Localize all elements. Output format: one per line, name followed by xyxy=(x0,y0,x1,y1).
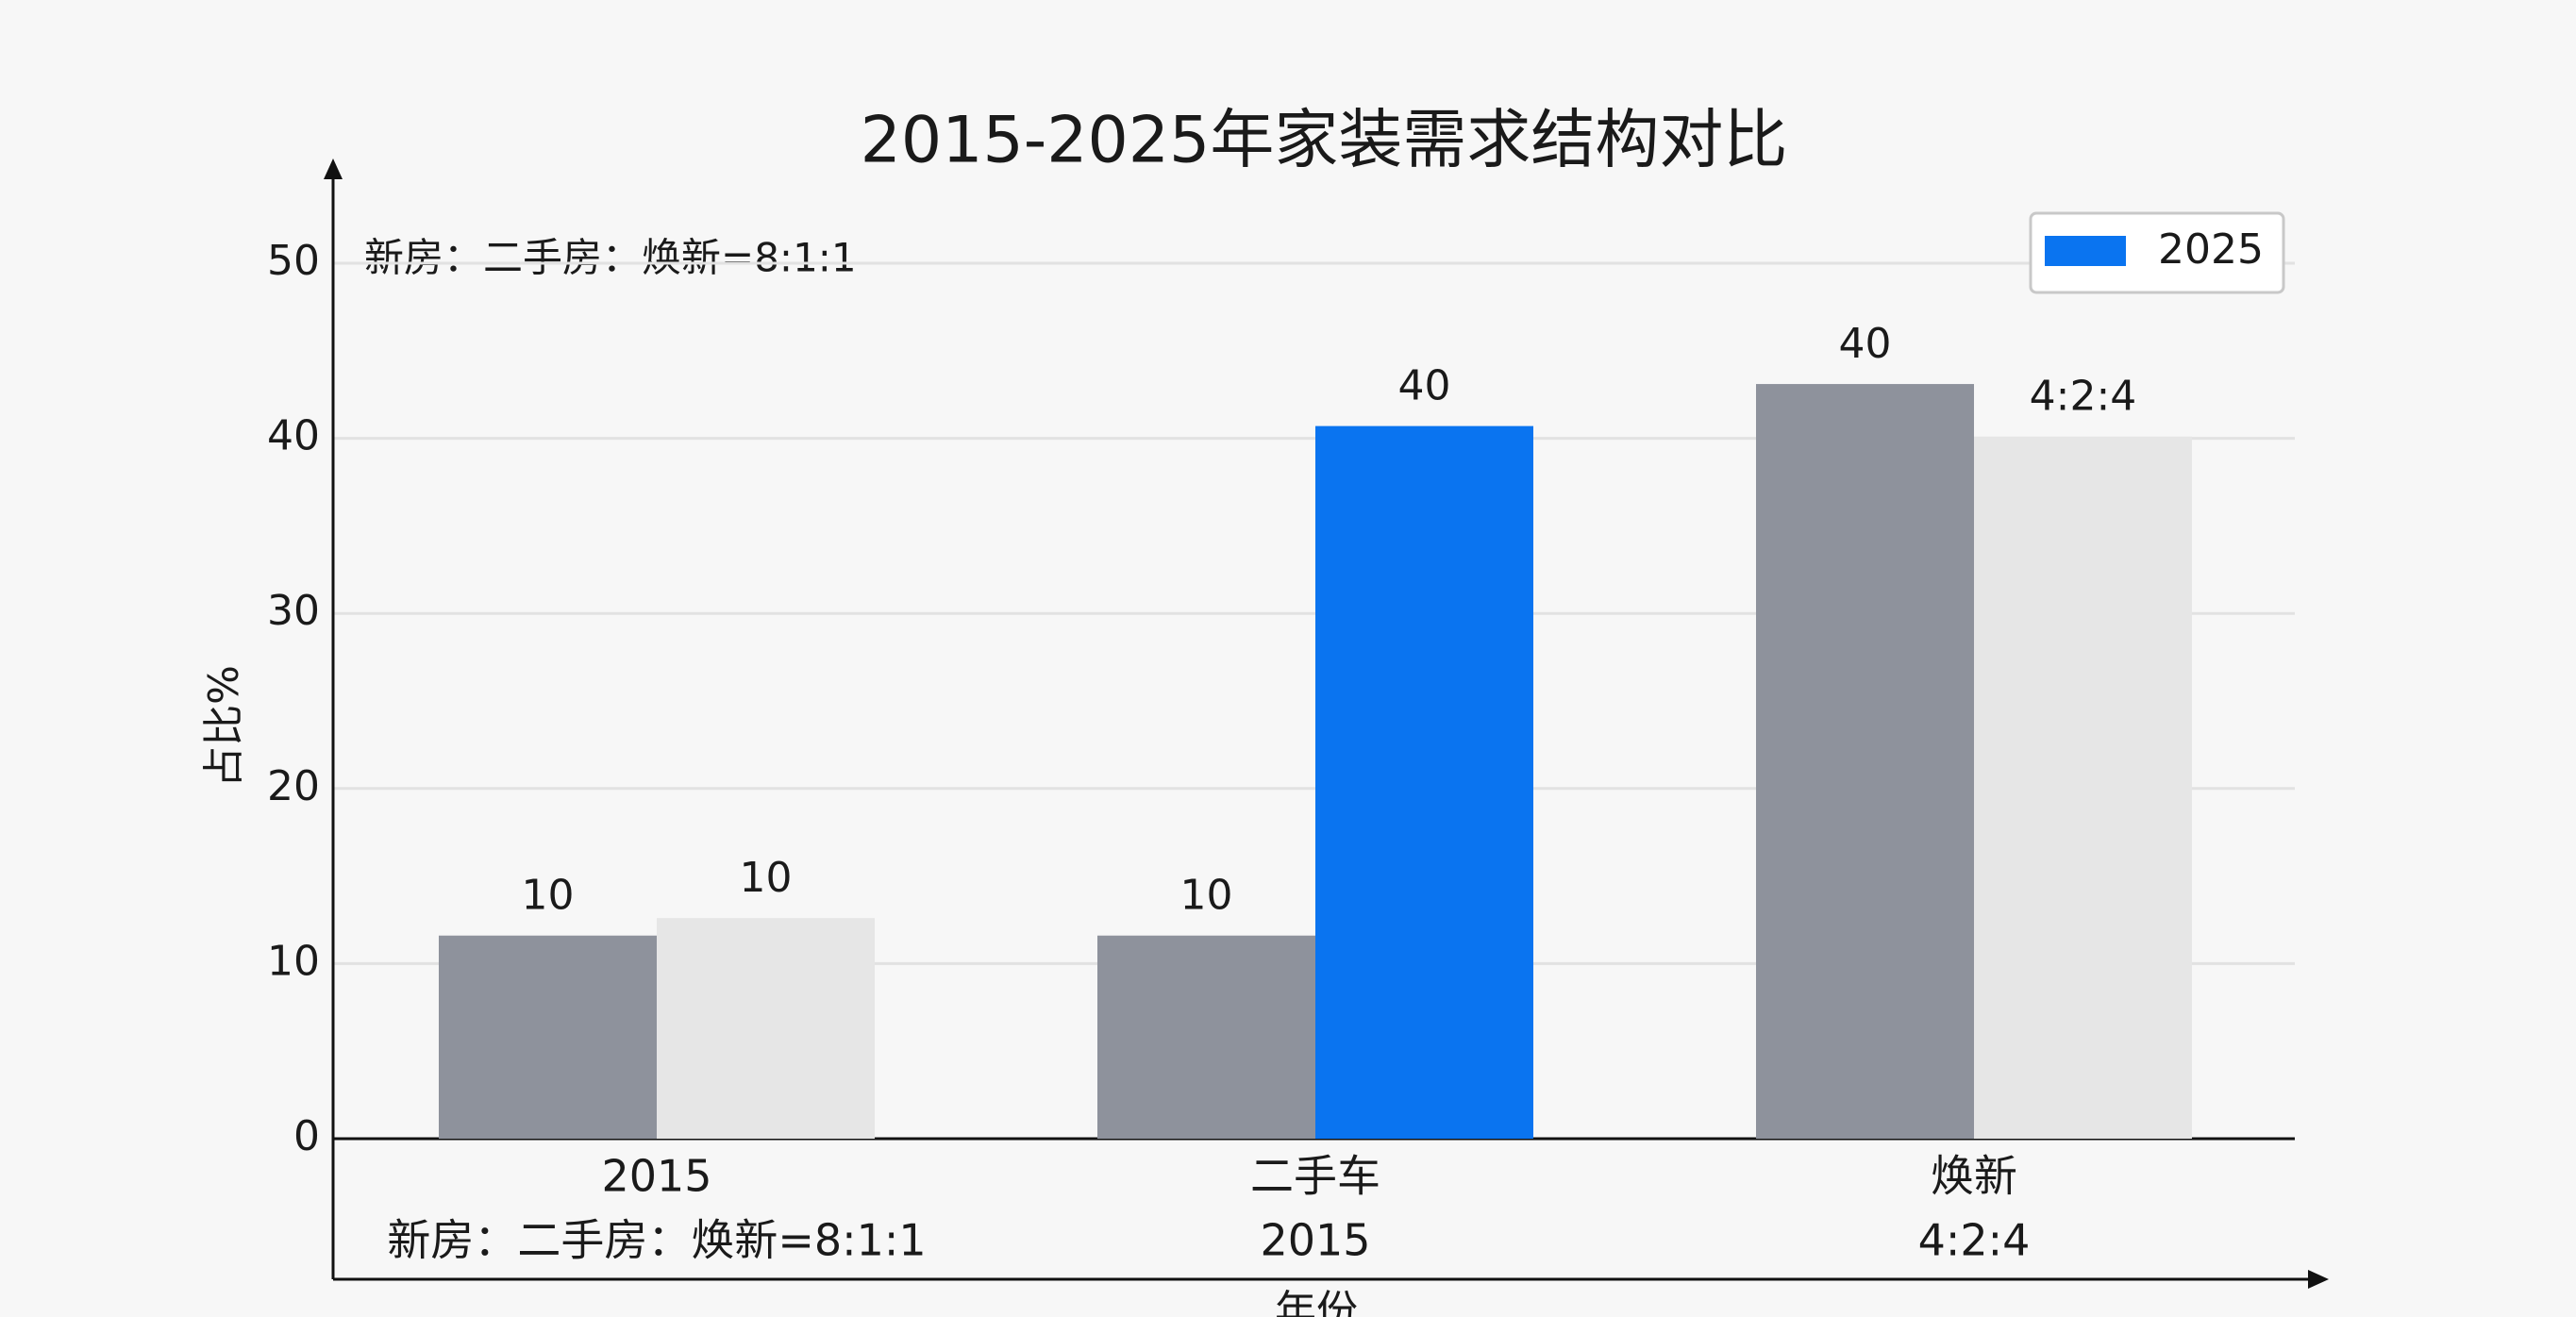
bar-label: 10 xyxy=(522,872,575,920)
bar xyxy=(1315,425,1533,1139)
y-axis-arrow xyxy=(324,158,343,179)
bar xyxy=(439,935,657,1139)
y-tick-label: 0 xyxy=(293,1112,320,1160)
x-axis-arrow xyxy=(2308,1270,2329,1289)
y-tick-label: 10 xyxy=(267,937,320,985)
y-tick-label: 50 xyxy=(267,237,320,285)
legend-swatch xyxy=(2045,236,2126,266)
bar-label: 10 xyxy=(1180,872,1233,920)
bar-label: 40 xyxy=(1398,362,1451,410)
x-tick-label: 二手车 xyxy=(1250,1151,1380,1202)
x-tick-label: 焕新 xyxy=(1931,1151,2017,1202)
y-tick-label: 40 xyxy=(267,412,320,460)
bar xyxy=(657,918,875,1139)
bar xyxy=(1974,436,2192,1139)
legend-box xyxy=(2029,211,2285,294)
x-tick-label: 新房：二手房：焕新=8:1:1 xyxy=(387,1215,926,1266)
x-tick-label: 2015 xyxy=(1260,1215,1370,1266)
x-tick-label: 4:2:4 xyxy=(1918,1215,2031,1266)
y-axis-label: 占比% xyxy=(200,665,248,788)
x-tick-label: 2015 xyxy=(601,1151,711,1202)
y-tick-label: 20 xyxy=(267,762,320,810)
y-tick-label: 30 xyxy=(267,587,320,635)
x-axis-label: 年份 xyxy=(1275,1287,1358,1317)
legend-label: 2025 xyxy=(2158,225,2264,274)
chart-title: 2015-2025年家装需求结构对比 xyxy=(861,104,1788,178)
bar xyxy=(1756,384,1974,1140)
bar xyxy=(1097,935,1315,1139)
annotation: 新房：二手房：焕新=8:1:1 xyxy=(364,235,857,281)
bar-label: 10 xyxy=(740,854,793,902)
bar-label: 40 xyxy=(1839,320,1892,368)
bar-label: 4:2:4 xyxy=(2030,373,2137,421)
